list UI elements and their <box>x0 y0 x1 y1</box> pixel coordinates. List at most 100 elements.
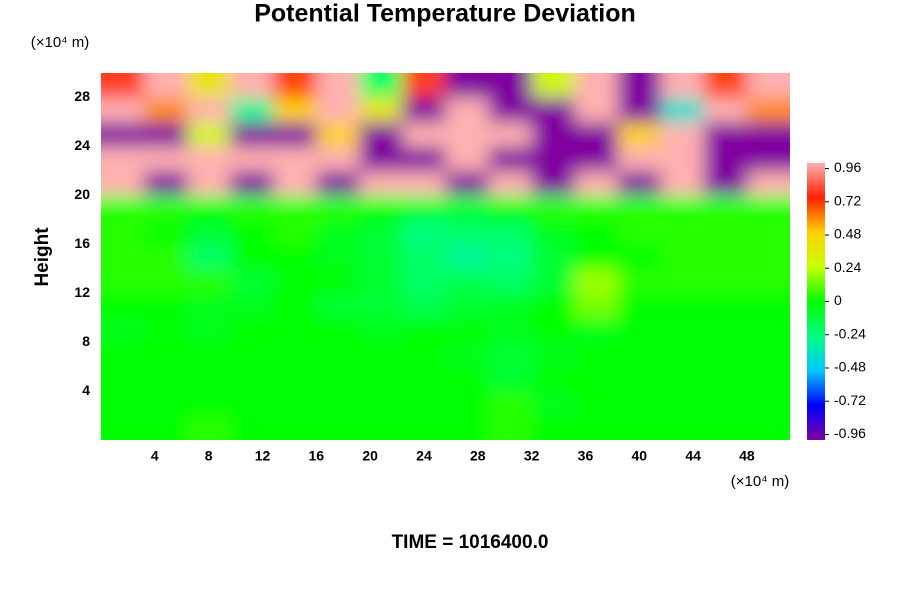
colorbar-tick-label: 0.72 <box>834 192 861 208</box>
cell <box>574 97 619 123</box>
cell <box>144 146 188 172</box>
cell <box>703 317 748 343</box>
cell <box>230 97 274 123</box>
cell <box>617 391 662 417</box>
cell <box>660 97 705 123</box>
cell <box>316 293 360 319</box>
cell <box>703 219 748 245</box>
cell <box>746 244 790 270</box>
cell <box>359 195 403 221</box>
cell <box>316 195 360 221</box>
cell <box>316 415 360 440</box>
cell <box>230 415 274 440</box>
cell <box>660 121 705 147</box>
cell <box>230 121 274 147</box>
cell <box>187 293 231 319</box>
cell <box>402 121 446 147</box>
x-tick-label: 4 <box>151 448 159 464</box>
cell <box>617 97 662 123</box>
cell <box>359 121 403 147</box>
colorbar-tick-label: 0 <box>834 292 842 308</box>
cell <box>531 317 576 343</box>
cell <box>703 342 748 368</box>
cell <box>531 342 576 368</box>
cell <box>488 268 533 294</box>
cell <box>101 97 145 123</box>
cell <box>187 342 231 368</box>
cell <box>273 195 317 221</box>
colorbar <box>807 163 825 440</box>
x-tick-label: 8 <box>205 448 213 464</box>
cell <box>230 73 274 98</box>
cell <box>273 170 317 196</box>
cell <box>359 73 403 98</box>
cell <box>746 97 790 123</box>
cell <box>144 366 188 392</box>
cell <box>660 342 705 368</box>
colorbar-tick-label: -0.72 <box>834 392 866 408</box>
colorbar-tick-label: -0.48 <box>834 359 866 375</box>
cell <box>359 293 403 319</box>
heatmap <box>101 73 790 440</box>
cells <box>101 73 790 440</box>
cell <box>359 146 403 172</box>
y-tick-label: 24 <box>74 137 90 153</box>
cell <box>574 342 619 368</box>
cell <box>531 97 576 123</box>
cell <box>703 366 748 392</box>
cell <box>316 170 360 196</box>
cell <box>144 97 188 123</box>
cell <box>445 97 490 123</box>
cell <box>402 342 446 368</box>
cell <box>101 146 145 172</box>
cell <box>660 195 705 221</box>
cell <box>402 415 446 440</box>
cell <box>316 366 360 392</box>
cell <box>144 195 188 221</box>
cell <box>316 342 360 368</box>
cell <box>617 415 662 440</box>
cell <box>445 219 490 245</box>
cell <box>402 219 446 245</box>
cell <box>746 415 790 440</box>
cell <box>445 342 490 368</box>
cell <box>316 219 360 245</box>
y-tick-label: 8 <box>82 333 90 349</box>
x-tick-label: 24 <box>416 448 432 464</box>
cell <box>359 317 403 343</box>
cell <box>445 73 490 98</box>
cell <box>316 146 360 172</box>
cell <box>488 195 533 221</box>
colorbar-tick-label: 0.96 <box>834 159 861 175</box>
cell <box>273 293 317 319</box>
cell <box>660 146 705 172</box>
cell <box>531 293 576 319</box>
cell <box>359 342 403 368</box>
cell <box>617 121 662 147</box>
cell <box>445 317 490 343</box>
cell <box>445 366 490 392</box>
cell <box>101 342 145 368</box>
cell <box>144 73 188 98</box>
cell <box>230 195 274 221</box>
cell <box>531 219 576 245</box>
cell <box>445 170 490 196</box>
cell <box>746 195 790 221</box>
cell <box>531 244 576 270</box>
cell <box>273 97 317 123</box>
cell <box>316 73 360 98</box>
cell <box>445 195 490 221</box>
cell <box>144 244 188 270</box>
cell <box>230 170 274 196</box>
cell <box>402 366 446 392</box>
cell <box>402 195 446 221</box>
cell <box>187 317 231 343</box>
cell <box>703 415 748 440</box>
cell <box>746 170 790 196</box>
cell <box>187 73 231 98</box>
cell <box>230 293 274 319</box>
cell <box>660 293 705 319</box>
cell <box>273 121 317 147</box>
cell <box>746 219 790 245</box>
cell <box>359 366 403 392</box>
